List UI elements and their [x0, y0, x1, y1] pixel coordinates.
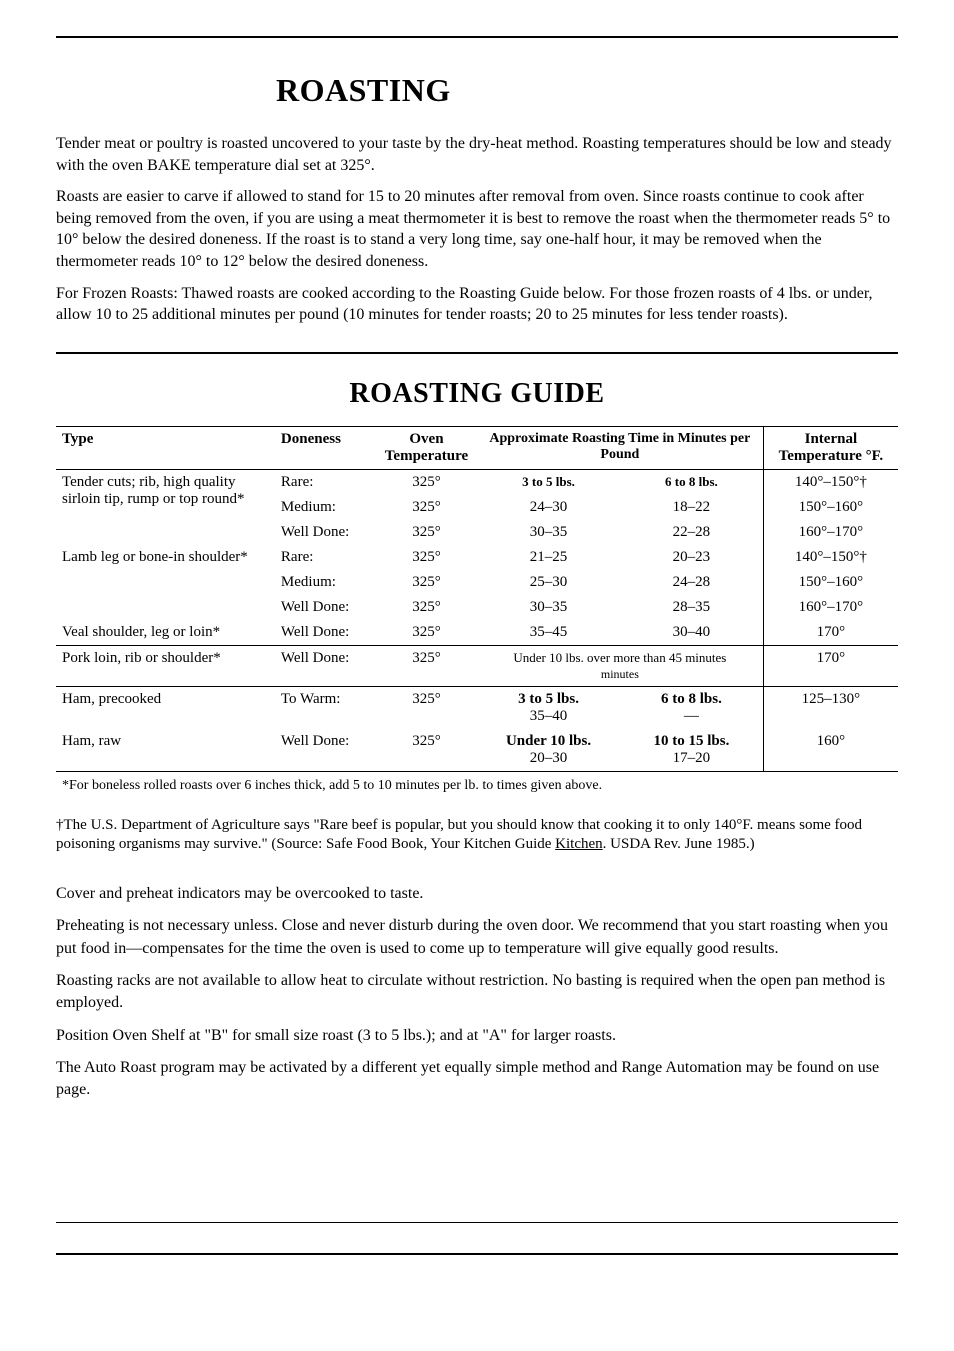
intro-p3: For Frozen Roasts: Thawed roasts are coo… [56, 283, 898, 326]
r1-o1: 325° [376, 570, 477, 595]
r1-rt0: 20–23 [620, 545, 763, 570]
r4-d0: To Warm: [275, 686, 376, 729]
r4-t0: 125–130° [763, 686, 898, 729]
r1-type: Lamb leg or bone-in shoulder* [56, 545, 275, 620]
r4-type: Ham, precooked [56, 686, 275, 729]
r5-t0: 160° [763, 729, 898, 772]
r3-o0: 325° [376, 645, 477, 686]
r3-d0: Well Done: [275, 645, 376, 686]
r0-d0: Rare: [275, 469, 376, 495]
intro-p1: Tender meat or poultry is roasted uncove… [56, 133, 898, 176]
col-type: Type [56, 426, 275, 469]
roasting-guide-table: Type Doneness Oven Temperature Approxima… [56, 426, 898, 798]
r0-h1: 6 to 8 lbs. [620, 469, 763, 495]
r5-o0: 325° [376, 729, 477, 772]
closing-p2: Roasting racks are not available to allo… [56, 970, 898, 1015]
closing-p0: Cover and preheat indicators may be over… [56, 883, 898, 905]
footnote: †The U.S. Department of Agriculture says… [56, 816, 898, 855]
closing-p1: Preheating is not necessary unless. Clos… [56, 915, 898, 960]
r0-t2: 160°–170° [763, 520, 898, 545]
r3-note: Under 10 lbs. over more than 45 minutes … [477, 645, 763, 686]
r1-l2: 30–35 [477, 595, 620, 620]
r0-t0: 140°–150°† [763, 469, 898, 495]
r0-rt0: 18–22 [620, 495, 763, 520]
page-title: ROASTING [276, 72, 898, 109]
r1-t0: 140°–150°† [763, 545, 898, 570]
r5-l0: Under 10 lbs. 20–30 [477, 729, 620, 772]
r5-type: Ham, raw [56, 729, 275, 772]
r5-rt0: 10 to 15 lbs. 17–20 [620, 729, 763, 772]
r3-type: Pork loin, rib or shoulder* [56, 645, 275, 686]
r1-t1: 150°–160° [763, 570, 898, 595]
col-doneness: Doneness [275, 426, 376, 469]
r0-d1: Medium: [275, 495, 376, 520]
r0-rt1: 22–28 [620, 520, 763, 545]
r2-l0: 35–45 [477, 620, 620, 646]
r2-t0: 170° [763, 620, 898, 646]
col-time: Approximate Roasting Time in Minutes per… [477, 426, 763, 469]
intro-block: Tender meat or poultry is roasted uncove… [56, 133, 898, 326]
r4-l0: 3 to 5 lbs. 35–40 [477, 686, 620, 729]
r2-o0: 325° [376, 620, 477, 646]
r1-o2: 325° [376, 595, 477, 620]
col-oven: Oven Temperature [376, 426, 477, 469]
r0-o1: 325° [376, 495, 477, 520]
r5-d0: Well Done: [275, 729, 376, 772]
r1-d2: Well Done: [275, 595, 376, 620]
r0-h0: 3 to 5 lbs. [477, 469, 620, 495]
intro-p2: Roasts are easier to carve if allowed to… [56, 186, 898, 272]
r4-rt0: 6 to 8 lbs. — [620, 686, 763, 729]
roasting-guide-title: ROASTING GUIDE [56, 378, 898, 410]
r0-l1: 30–35 [477, 520, 620, 545]
r0-d2: Well Done: [275, 520, 376, 545]
r1-l1: 25–30 [477, 570, 620, 595]
r0-l0: 24–30 [477, 495, 620, 520]
r1-t2: 160°–170° [763, 595, 898, 620]
r1-rt1: 24–28 [620, 570, 763, 595]
r2-rt0: 30–40 [620, 620, 763, 646]
col-internal: Internal Temperature °F. [763, 426, 898, 469]
r0-o0: 325° [376, 469, 477, 495]
r1-rt2: 28–35 [620, 595, 763, 620]
r0-t1: 150°–160° [763, 495, 898, 520]
closing-p4: The Auto Roast program may be activated … [56, 1057, 898, 1102]
r2-type: Veal shoulder, leg or loin* [56, 620, 275, 646]
r1-l0: 21–25 [477, 545, 620, 570]
asterisk-note: *For boneless rolled roasts over 6 inche… [56, 771, 898, 798]
r1-d0: Rare: [275, 545, 376, 570]
closing-p3: Position Oven Shelf at "B" for small siz… [56, 1025, 898, 1047]
r1-d1: Medium: [275, 570, 376, 595]
r2-d0: Well Done: [275, 620, 376, 646]
r0-type: Tender cuts; rib, high quality sirloin t… [56, 469, 275, 545]
r4-o0: 325° [376, 686, 477, 729]
closing-block: Cover and preheat indicators may be over… [56, 883, 898, 1102]
r1-o0: 325° [376, 545, 477, 570]
r0-o2: 325° [376, 520, 477, 545]
r3-t0: 170° [763, 645, 898, 686]
